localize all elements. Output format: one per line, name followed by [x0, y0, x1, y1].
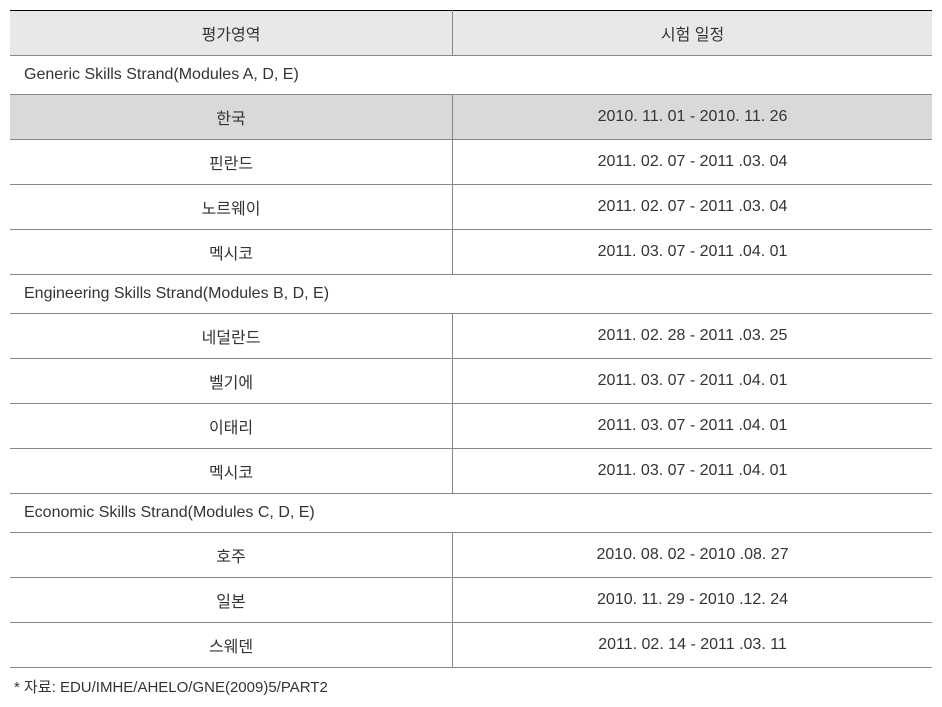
table-body: Generic Skills Strand(Modules A, D, E)한국…: [10, 56, 932, 668]
table-row: 스웨덴2011. 02. 14 - 2011 .03. 11: [10, 623, 932, 668]
section-header-row: Generic Skills Strand(Modules A, D, E): [10, 56, 932, 95]
country-cell: 일본: [10, 578, 453, 623]
schedule-table: 평가영역 시험 일정 Generic Skills Strand(Modules…: [10, 10, 932, 668]
dates-cell: 2011. 02. 07 - 2011 .03. 04: [453, 185, 932, 230]
country-cell: 멕시코: [10, 449, 453, 494]
table-row: 노르웨이2011. 02. 07 - 2011 .03. 04: [10, 185, 932, 230]
section-title: Engineering Skills Strand(Modules B, D, …: [10, 275, 932, 314]
country-cell: 멕시코: [10, 230, 453, 275]
country-cell: 핀란드: [10, 140, 453, 185]
dates-cell: 2011. 03. 07 - 2011 .04. 01: [453, 404, 932, 449]
table-row: 핀란드2011. 02. 07 - 2011 .03. 04: [10, 140, 932, 185]
dates-cell: 2011. 02. 28 - 2011 .03. 25: [453, 314, 932, 359]
dates-cell: 2011. 03. 07 - 2011 .04. 01: [453, 359, 932, 404]
country-cell: 벨기에: [10, 359, 453, 404]
country-cell: 네덜란드: [10, 314, 453, 359]
section-title: Economic Skills Strand(Modules C, D, E): [10, 494, 932, 533]
country-cell: 노르웨이: [10, 185, 453, 230]
header-schedule: 시험 일정: [453, 11, 932, 56]
table-header-row: 평가영역 시험 일정: [10, 11, 932, 56]
dates-cell: 2011. 02. 14 - 2011 .03. 11: [453, 623, 932, 668]
dates-cell: 2010. 11. 01 - 2010. 11. 26: [453, 95, 932, 140]
country-cell: 호주: [10, 533, 453, 578]
table-row: 네덜란드2011. 02. 28 - 2011 .03. 25: [10, 314, 932, 359]
table-row: 일본2010. 11. 29 - 2010 .12. 24: [10, 578, 932, 623]
dates-cell: 2010. 11. 29 - 2010 .12. 24: [453, 578, 932, 623]
section-title: Generic Skills Strand(Modules A, D, E): [10, 56, 932, 95]
section-header-row: Economic Skills Strand(Modules C, D, E): [10, 494, 932, 533]
table-row: 멕시코2011. 03. 07 - 2011 .04. 01: [10, 230, 932, 275]
footnote: * 자료: EDU/IMHE/AHELO/GNE(2009)5/PART2: [10, 676, 932, 697]
country-cell: 이태리: [10, 404, 453, 449]
dates-cell: 2011. 02. 07 - 2011 .03. 04: [453, 140, 932, 185]
dates-cell: 2011. 03. 07 - 2011 .04. 01: [453, 230, 932, 275]
table-row: 한국2010. 11. 01 - 2010. 11. 26: [10, 95, 932, 140]
table-row: 벨기에2011. 03. 07 - 2011 .04. 01: [10, 359, 932, 404]
section-header-row: Engineering Skills Strand(Modules B, D, …: [10, 275, 932, 314]
dates-cell: 2010. 08. 02 - 2010 .08. 27: [453, 533, 932, 578]
table-row: 호주2010. 08. 02 - 2010 .08. 27: [10, 533, 932, 578]
country-cell: 한국: [10, 95, 453, 140]
table-row: 멕시코2011. 03. 07 - 2011 .04. 01: [10, 449, 932, 494]
dates-cell: 2011. 03. 07 - 2011 .04. 01: [453, 449, 932, 494]
country-cell: 스웨덴: [10, 623, 453, 668]
table-row: 이태리2011. 03. 07 - 2011 .04. 01: [10, 404, 932, 449]
header-area: 평가영역: [10, 11, 453, 56]
